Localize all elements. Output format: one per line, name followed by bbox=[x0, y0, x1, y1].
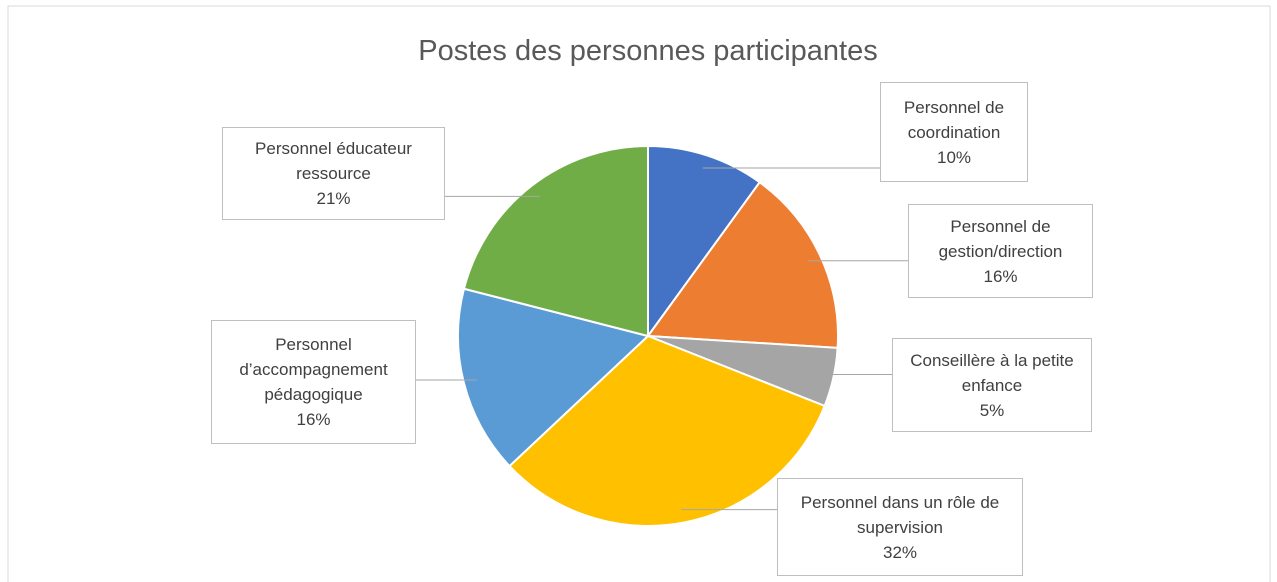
label-category: Personnel d’accompagnement pédagogique bbox=[239, 335, 388, 404]
pie-slice bbox=[646, 180, 839, 349]
pie-slice bbox=[647, 144, 762, 340]
label-category: Personnel éducateur ressource bbox=[255, 139, 412, 183]
chart-title: Postes des personnes participantes bbox=[418, 35, 877, 67]
pie-slice bbox=[457, 287, 651, 468]
label-value: 16% bbox=[983, 266, 1018, 286]
data-label: Conseillère à la petite enfance 5% bbox=[892, 338, 1092, 432]
label-value: 10% bbox=[936, 147, 972, 167]
data-label: Personnel de coordination 10% bbox=[880, 82, 1028, 182]
data-label: Personnel d’accompagnement pédagogique 16… bbox=[211, 320, 416, 444]
label-category: Personnel dans un rôle de supervision bbox=[800, 492, 1000, 537]
pie-slice bbox=[508, 334, 826, 527]
label-category: Personnel de gestion/direction bbox=[938, 216, 1063, 261]
label-value: 5% bbox=[979, 400, 1005, 420]
label-category: Conseillère à la petite enfance bbox=[910, 350, 1074, 395]
label-category: Personnel de coordination bbox=[903, 97, 1005, 142]
pie-slice bbox=[462, 144, 649, 338]
label-value: 32% bbox=[882, 542, 918, 562]
data-label: Personnel éducateur ressource 21% bbox=[222, 127, 445, 220]
data-label: Personnel de gestion/direction 16% bbox=[908, 204, 1093, 298]
data-label: Personnel dans un rôle de supervision 32% bbox=[777, 478, 1023, 576]
label-value: 21% bbox=[316, 189, 351, 208]
label-value: 16% bbox=[296, 410, 331, 429]
